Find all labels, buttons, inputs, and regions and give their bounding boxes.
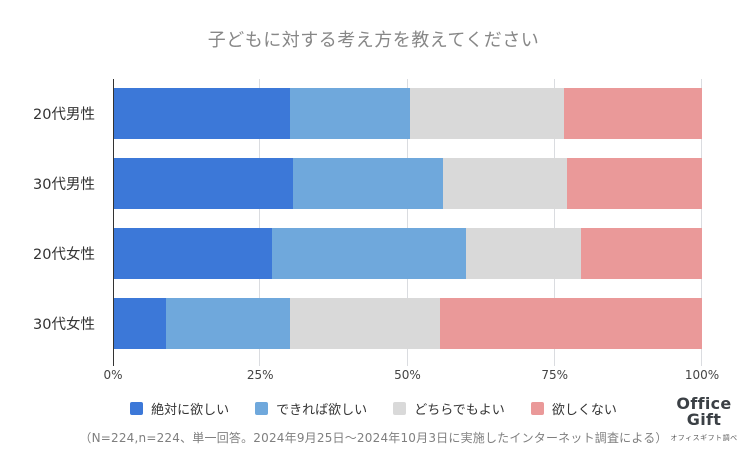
legend-item: 絶対に欲しい	[130, 399, 229, 418]
bar-segment	[563, 88, 702, 140]
y-axis-category-label: 20代男性	[33, 107, 95, 124]
legend-swatch-icon	[255, 402, 269, 415]
bar-stack-20代男性	[113, 88, 702, 140]
bar-stack-30代男性	[113, 158, 702, 210]
legend-label: 絶対に欲しい	[151, 403, 230, 418]
x-axis-tick-label: 50%	[394, 368, 421, 382]
bar-segment	[289, 88, 411, 140]
bar-stack-30代女性	[113, 297, 702, 349]
bar-segment	[166, 297, 290, 349]
x-axis-labels: 0% 25% 50% 75% 100%	[103, 368, 719, 384]
legend-label: できれば欲しい	[276, 403, 368, 418]
legend-item: どちらでもよい	[393, 399, 505, 418]
legend-swatch-icon	[130, 402, 144, 415]
legend-label: 欲しくない	[551, 403, 617, 418]
y-axis-category-label: 30代女性	[33, 316, 95, 333]
bar-segment	[442, 158, 567, 210]
survey-footnote: （N=224,n=224、単一回答。2024年9月25日〜2024年10月3日に…	[79, 431, 668, 445]
bar-segment	[113, 88, 290, 140]
bar-stack-20代女性	[113, 227, 702, 279]
y-axis-line	[113, 79, 114, 366]
logo-tagline: オフィスギフト調べ	[670, 434, 738, 442]
gridline-25	[259, 79, 261, 366]
bar-segment	[292, 158, 443, 210]
gridline-100	[701, 79, 702, 366]
y-axis-category-label: 30代男性	[33, 177, 95, 194]
bar-segment	[113, 158, 293, 210]
x-axis-tick-label: 75%	[541, 368, 569, 382]
legend-swatch-icon	[530, 402, 544, 415]
bar-row	[113, 79, 702, 149]
office-gift-logo: Office Gift オフィスギフト調べ	[666, 396, 742, 443]
y-axis-labels: 20代男性 30代男性 20代女性 30代女性	[0, 79, 104, 358]
bar-segment	[113, 297, 166, 349]
x-axis-tick-label: 25%	[246, 368, 274, 382]
logo-text-office: Office	[676, 394, 732, 413]
bars-container	[113, 79, 702, 358]
bar-row	[113, 219, 702, 289]
legend-item: できれば欲しい	[255, 399, 367, 418]
bar-row	[113, 288, 702, 358]
legend-swatch-icon	[393, 402, 407, 415]
gridline-50	[406, 79, 408, 366]
bar-row	[113, 149, 702, 219]
legend-label: どちらでもよい	[414, 403, 505, 418]
x-axis-tick-label: 100%	[684, 368, 720, 382]
bar-segment	[566, 158, 702, 210]
chart-title: 子どもに対する考え方を教えてください	[207, 30, 540, 51]
bar-segment	[439, 297, 702, 349]
bar-segment	[272, 227, 467, 279]
bar-segment	[289, 297, 440, 349]
bar-segment	[113, 227, 273, 279]
bar-segment	[410, 88, 564, 140]
logo-text-gift: Gift	[686, 410, 722, 429]
bar-segment	[466, 227, 582, 279]
x-axis-tick-label: 0%	[103, 368, 123, 382]
legend-item: 欲しくない	[530, 399, 617, 418]
y-axis-category-label: 20代女性	[33, 246, 95, 263]
gridline-75	[553, 79, 555, 366]
plot-area	[113, 79, 702, 366]
chart-legend: 絶対に欲しい できれば欲しい どちらでもよい 欲しくない	[0, 399, 747, 418]
bar-segment	[581, 227, 702, 279]
